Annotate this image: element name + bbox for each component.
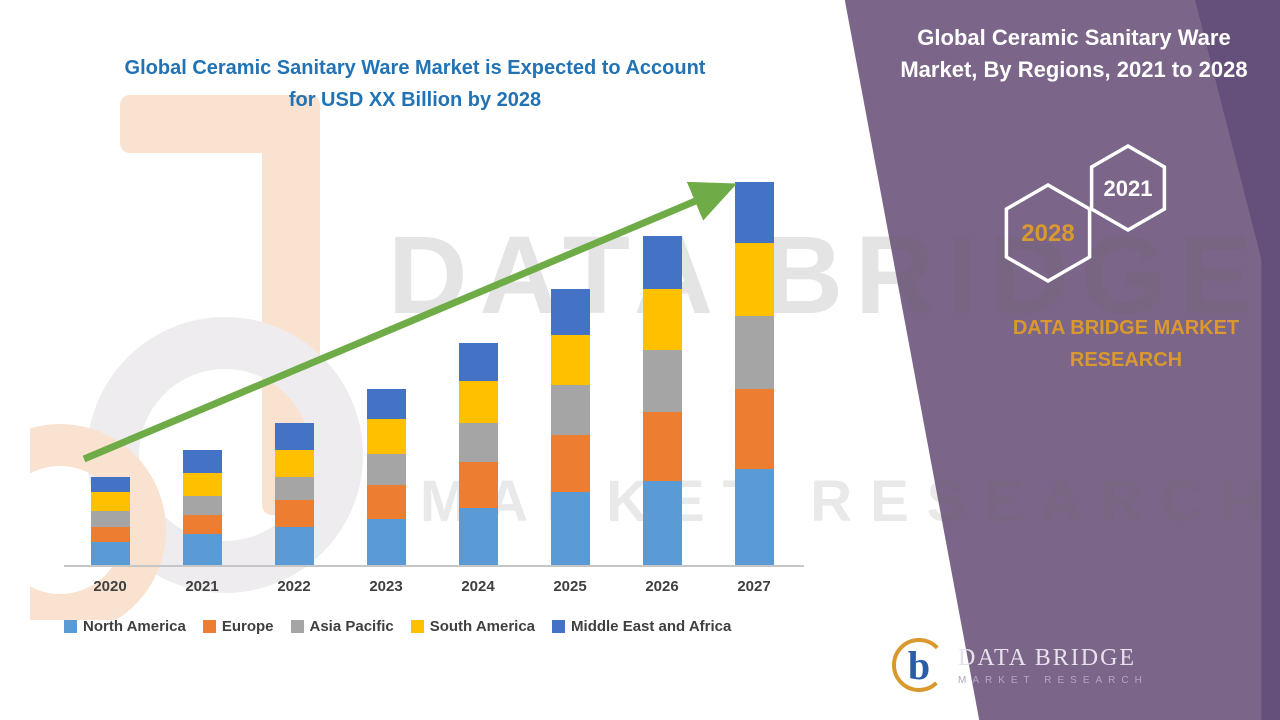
bar-column-2022 [248, 176, 340, 565]
x-axis-label: 2023 [369, 578, 403, 595]
bar-segment [274, 476, 314, 500]
bar-segment [550, 289, 590, 336]
legend-label: North America [83, 618, 186, 635]
chart-title: Global Ceramic Sanitary Ware Market is E… [70, 52, 760, 116]
legend-item: South America [410, 618, 536, 635]
bar-segment [366, 419, 406, 454]
chart-title-line1: Global Ceramic Sanitary Ware Market is E… [124, 57, 706, 79]
bar-segment [274, 526, 314, 565]
bar-stack [90, 476, 130, 565]
bar-segment [90, 511, 130, 527]
legend-swatch [410, 620, 424, 633]
bar-segment [458, 381, 498, 424]
bar-segment [550, 434, 590, 493]
bar-stack [734, 181, 774, 565]
footer-logo-name: DATA BRIDGE [958, 644, 1137, 671]
bar-column-2024 [432, 176, 524, 565]
bar-segment [366, 484, 406, 520]
bar-segment [734, 243, 774, 316]
bar-column-2027 [708, 176, 800, 565]
bar-column-2023 [340, 176, 432, 565]
bar-segment [458, 423, 498, 462]
legend-item: Middle East and Africa [552, 618, 731, 635]
bar-segment [182, 515, 222, 535]
bar-segment [734, 469, 774, 565]
x-axis-label: 2020 [93, 578, 127, 595]
bar-segment [90, 542, 130, 565]
chart-legend: North America Europe Asia Pacific South Ame… [64, 618, 731, 635]
bar-segment [458, 461, 498, 508]
bar-segment [274, 450, 314, 477]
legend-label: Middle East and Africa [571, 618, 732, 635]
legend-item: Europe [202, 618, 274, 635]
svg-text:b: b [908, 643, 930, 688]
bar-stack [458, 342, 498, 565]
bar-segment [458, 342, 498, 382]
legend-item: North America [64, 618, 186, 635]
x-axis-label: 2025 [553, 578, 587, 595]
bar-segment [642, 235, 682, 290]
bar-segment [182, 496, 222, 516]
bar-series-container [64, 176, 800, 565]
bar-segment [182, 450, 222, 474]
bar-segment [734, 181, 774, 244]
bar-segment [642, 350, 682, 412]
x-axis-label: 2027 [737, 578, 771, 595]
chart-title-line2: for USD XX Billion by 2028 [288, 89, 542, 111]
x-axis-labels: 2020 2021 2022 2023 2024 2025 2026 2027 [64, 578, 800, 595]
bar-segment [642, 480, 682, 565]
stacked-bar-chart [64, 176, 800, 565]
x-axis-label: 2021 [185, 578, 219, 595]
bar-stack [550, 289, 590, 565]
bar-segment [274, 423, 314, 451]
legend-item: Asia Pacific [290, 618, 394, 635]
x-axis-label: 2022 [277, 578, 311, 595]
bar-column-2026 [616, 176, 708, 565]
legend-swatch [202, 620, 216, 633]
x-axis-line [64, 565, 804, 567]
bar-segment [734, 315, 774, 389]
legend-label: Asia Pacific [309, 618, 394, 635]
bar-segment [90, 526, 130, 543]
bar-segment [550, 384, 590, 435]
bar-stack [642, 235, 682, 565]
bar-segment [642, 289, 682, 351]
bar-segment [90, 476, 130, 493]
bar-segment [550, 492, 590, 565]
bar-stack [366, 388, 406, 565]
bar-column-2020 [64, 176, 156, 565]
x-axis-label: 2026 [645, 578, 679, 595]
bar-segment [366, 453, 406, 485]
bar-stack [182, 450, 222, 565]
bar-segment [182, 534, 222, 565]
databridge-logo: b DATA BRIDGE MARKET RESEARCH [890, 636, 1148, 694]
legend-swatch [290, 620, 304, 633]
legend-label: Europe [221, 618, 274, 635]
databridge-logo-icon: b [892, 638, 946, 692]
bar-segment [642, 411, 682, 481]
bar-segment [182, 473, 222, 497]
bar-segment [274, 499, 314, 527]
bar-segment [90, 492, 130, 512]
x-axis-label: 2024 [461, 578, 495, 595]
bar-column-2021 [156, 176, 248, 565]
footer-logo-subtitle: MARKET RESEARCH [958, 674, 1148, 686]
bar-segment [366, 388, 406, 420]
bar-segment [550, 335, 590, 385]
legend-swatch [64, 620, 77, 633]
legend-swatch [552, 620, 566, 633]
bar-column-2025 [524, 176, 616, 565]
legend-label: South America [429, 618, 536, 635]
trend-arrow [82, 181, 737, 463]
bar-segment [734, 388, 774, 470]
bar-segment [458, 507, 498, 565]
bar-segment [366, 519, 406, 565]
bar-stack [274, 423, 314, 565]
